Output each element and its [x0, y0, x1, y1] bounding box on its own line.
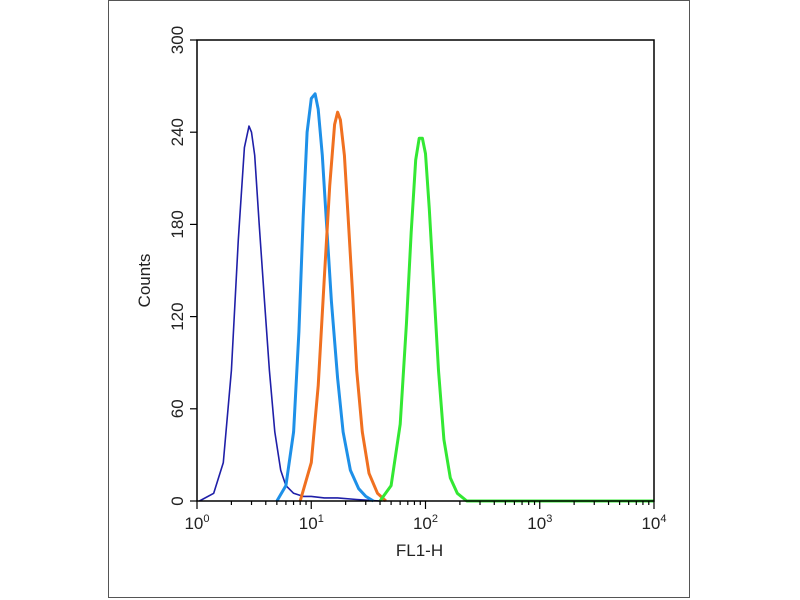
- plot-area: [196, 39, 655, 502]
- y-tick-label: 60: [168, 399, 187, 418]
- y-tick-label: 300: [168, 26, 187, 54]
- y-tick-label: 0: [168, 496, 187, 505]
- x-tick-label: 103: [527, 513, 552, 533]
- y-axis-title: Counts: [135, 254, 154, 308]
- histogram-series-1: [199, 125, 381, 502]
- y-tick-label: 180: [168, 210, 187, 238]
- x-tick-label: 100: [184, 513, 209, 533]
- histogram-series-2: [275, 92, 375, 503]
- histogram-series-3: [298, 110, 387, 503]
- series-layer: [199, 92, 654, 503]
- x-tick-label: 101: [299, 513, 324, 533]
- x-tick-label: 104: [641, 513, 666, 533]
- y-tick-label: 120: [168, 302, 187, 330]
- y-tick-label: 240: [168, 118, 187, 146]
- x-tick-label: 102: [413, 513, 438, 533]
- x-axis-title: FL1-H: [396, 541, 443, 560]
- histogram-series-4: [378, 136, 654, 503]
- tick-layer: 0 60 120 180 240 300 100 101 102 103 104: [168, 26, 667, 533]
